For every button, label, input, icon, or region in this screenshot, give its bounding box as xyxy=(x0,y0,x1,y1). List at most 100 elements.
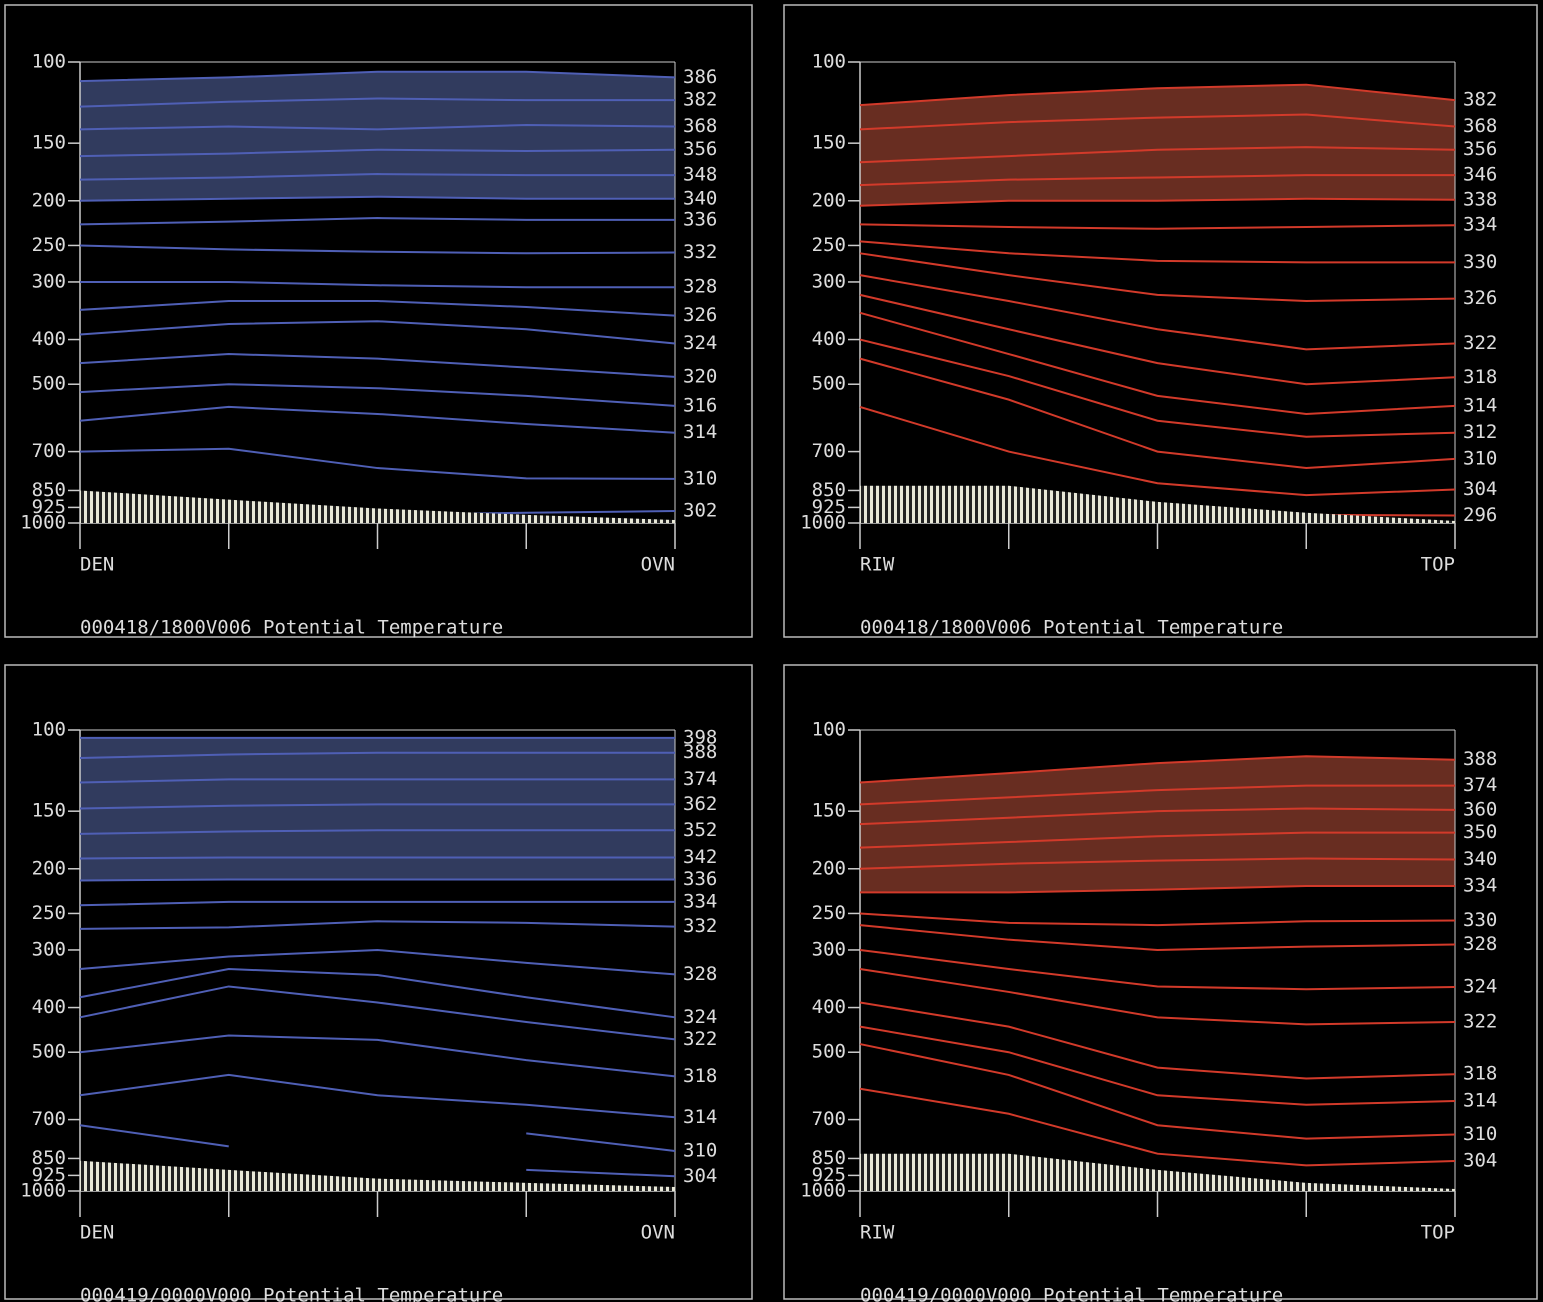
contour-label: 324 xyxy=(683,332,717,354)
y-tick-label: 500 xyxy=(32,373,66,395)
isentrope xyxy=(79,878,675,882)
isentrope xyxy=(860,885,1455,894)
contour-label: 388 xyxy=(683,741,717,763)
y-tick-label: 100 xyxy=(812,719,846,741)
y-tick-label: 150 xyxy=(812,132,846,154)
x-tick-label: TOP xyxy=(1421,1222,1455,1244)
contour-label: 328 xyxy=(1463,933,1497,955)
isentrope xyxy=(79,1073,676,1119)
isentrope xyxy=(859,274,1456,351)
panel-frame xyxy=(4,4,753,638)
x-tick-label: RIW xyxy=(860,554,895,576)
isentrope xyxy=(859,807,1456,826)
isentrope xyxy=(859,1043,1456,1140)
contour-label: 304 xyxy=(683,1165,717,1187)
contour-label: 382 xyxy=(683,89,717,111)
contour-label: 356 xyxy=(1463,138,1497,160)
isentrope xyxy=(80,280,675,289)
isentrope xyxy=(79,217,675,226)
contour-label: 388 xyxy=(1463,748,1497,770)
contour-label: 334 xyxy=(683,890,717,912)
x-tick-label: TOP xyxy=(1421,554,1455,576)
panel-caption: 000418/1800V006 Potential Temperature xyxy=(80,617,503,639)
y-tick-label: 300 xyxy=(32,270,66,292)
contour-label: 310 xyxy=(1463,447,1497,469)
contour-label: 324 xyxy=(1463,976,1497,998)
isentrope xyxy=(859,357,1456,470)
isentrope xyxy=(859,338,1456,438)
isentrope xyxy=(79,195,675,202)
contour-label: 324 xyxy=(683,1006,717,1028)
isentrope xyxy=(79,148,676,158)
contour-label: 326 xyxy=(683,304,717,326)
isentrope xyxy=(79,300,676,317)
isentrope xyxy=(79,900,675,907)
contour-label: 332 xyxy=(683,915,717,937)
isentrope xyxy=(79,405,676,434)
contour-label: 374 xyxy=(683,768,717,790)
contour-label: 330 xyxy=(1463,251,1497,273)
contour-label: 316 xyxy=(683,394,717,416)
contour-label: 304 xyxy=(1463,1150,1497,1172)
isentrope xyxy=(859,784,1455,806)
panel-frame xyxy=(783,4,1538,638)
isentrope xyxy=(859,83,1456,107)
isentrope xyxy=(79,173,675,181)
y-tick-label: 850 xyxy=(32,479,66,501)
isentrope xyxy=(79,1034,676,1078)
contour-label: 368 xyxy=(1463,115,1497,137)
y-tick-label: 850 xyxy=(812,1147,846,1169)
y-tick-label: 500 xyxy=(812,373,846,395)
stratosphere-shading xyxy=(80,71,675,201)
isentrope xyxy=(79,124,676,131)
contour-label: 318 xyxy=(1463,366,1497,388)
isentrope xyxy=(79,968,676,1019)
y-tick-label: 500 xyxy=(812,1041,846,1063)
panel-caption: 000418/1800V006 Potential Temperature xyxy=(860,617,1283,639)
y-tick-label: 400 xyxy=(32,996,66,1018)
y-tick-label: 300 xyxy=(812,938,846,960)
contour-label: 314 xyxy=(683,1106,717,1128)
y-tick-label: 850 xyxy=(32,1147,66,1169)
y-tick-label: 300 xyxy=(32,938,66,960)
y-tick-label: 250 xyxy=(32,902,66,924)
contour-label: 310 xyxy=(1463,1123,1497,1145)
contour-label: 314 xyxy=(1463,394,1497,416)
isentrope xyxy=(859,293,1456,386)
contour-label: 352 xyxy=(683,819,717,841)
y-tick-label: 500 xyxy=(32,1041,66,1063)
y-tick-label: 400 xyxy=(812,328,846,350)
isentrope xyxy=(859,857,1456,870)
y-tick-label: 850 xyxy=(812,479,846,501)
contour-label: 360 xyxy=(1463,798,1497,820)
contour-label: 318 xyxy=(1463,1063,1497,1085)
isentrope xyxy=(79,383,676,407)
terrain xyxy=(80,1160,675,1191)
y-tick-label: 700 xyxy=(32,440,66,462)
y-tick-label: 700 xyxy=(32,1108,66,1130)
isentrope xyxy=(859,968,1456,1026)
isentrope xyxy=(79,447,676,480)
contour-label: 336 xyxy=(683,208,717,230)
contour-label: 362 xyxy=(683,793,717,815)
isentrope xyxy=(859,948,1456,991)
contour-label: 348 xyxy=(683,164,717,186)
contour-label: 318 xyxy=(683,1065,717,1087)
contour-label: 296 xyxy=(1463,504,1497,526)
contour-label: 398 xyxy=(683,726,717,748)
isentrope xyxy=(79,778,675,784)
stratosphere-shading xyxy=(80,737,675,881)
contour-label: 368 xyxy=(683,115,717,137)
y-tick-label: 925 xyxy=(32,496,66,518)
contour-label: 386 xyxy=(683,66,717,88)
y-tick-label: 200 xyxy=(32,189,66,211)
isentrope xyxy=(79,1124,676,1153)
isentrope xyxy=(79,856,675,860)
x-tick-label: DEN xyxy=(80,1222,114,1244)
terrain xyxy=(860,485,1455,523)
contour-label: 334 xyxy=(1463,214,1497,236)
isentrope xyxy=(859,1025,1456,1106)
y-tick-label: 200 xyxy=(32,857,66,879)
